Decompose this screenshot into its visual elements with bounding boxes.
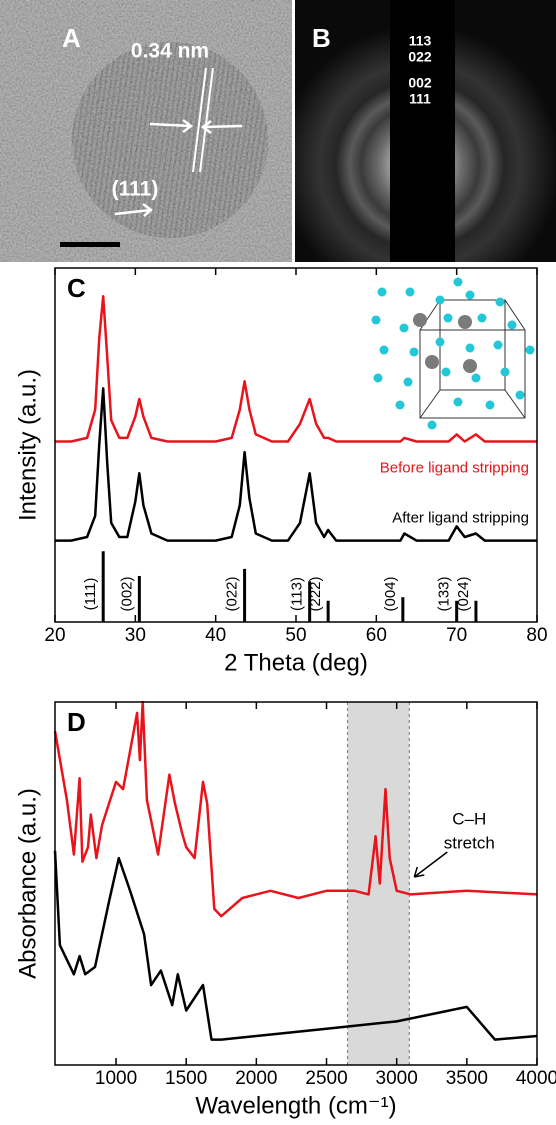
- panel-label: B: [312, 23, 331, 53]
- data-line: [55, 295, 537, 443]
- data-line: [55, 387, 537, 542]
- tem-image: A 0.34 nm (111): [0, 0, 292, 262]
- annotation: 002: [408, 75, 432, 91]
- peak-label: (133): [436, 576, 453, 611]
- annotation: 113: [409, 33, 432, 49]
- peak-label: (004): [382, 576, 399, 611]
- x-tick-label: 1000: [95, 1068, 137, 1089]
- x-tick-label: 2500: [305, 1068, 347, 1089]
- data-line: [53, 700, 538, 918]
- legend-label: After ligand stripping: [392, 510, 529, 527]
- annotation: C–H: [452, 809, 486, 828]
- x-tick-label: 4000: [516, 1068, 556, 1089]
- panel-label: D: [67, 707, 86, 737]
- panel-label: C: [67, 273, 86, 303]
- peak-label: (111): [82, 578, 99, 611]
- annotation: (111): [112, 178, 159, 201]
- annotation-arrow: [413, 851, 448, 878]
- diffraction-image: B 113 022 002 111: [295, 0, 556, 262]
- annotation: 0.34 nm: [131, 40, 209, 63]
- x-axis-title: 2 Theta (deg): [224, 649, 368, 676]
- plot-frame: [54, 701, 538, 1066]
- y-axis-title: Absorbance (a.u.): [14, 788, 41, 979]
- peak-label: (113): [289, 577, 306, 611]
- annotation: stretch: [444, 833, 495, 852]
- x-tick-label: 2000: [235, 1068, 277, 1089]
- peak-label: (024): [455, 576, 472, 611]
- x-tick-label: 50: [285, 625, 306, 646]
- x-tick-label: 60: [366, 625, 387, 646]
- legend-label: Before ligand stripping: [380, 459, 529, 476]
- peak-label: (222): [307, 576, 324, 611]
- y-axis-title: Intensity (a.u.): [14, 369, 41, 521]
- x-tick-label: 3500: [446, 1068, 488, 1089]
- annotation: 111: [409, 91, 431, 107]
- x-tick-label: 30: [125, 625, 146, 646]
- x-tick-label: 80: [526, 625, 547, 646]
- x-tick-label: 3000: [376, 1068, 418, 1089]
- crystal-inset: [371, 277, 535, 430]
- x-tick-label: 20: [44, 625, 65, 646]
- x-tick-label: 70: [446, 625, 467, 646]
- data-line: [53, 850, 538, 1041]
- panel-label: A: [62, 23, 81, 53]
- annotation: 022: [408, 49, 432, 65]
- peak-label: (022): [224, 576, 241, 611]
- peak-label: (002): [118, 576, 135, 611]
- x-tick-label: 1500: [165, 1068, 207, 1089]
- x-axis-title: Wavelength (cm⁻¹): [195, 1092, 396, 1119]
- x-tick-label: 40: [205, 625, 226, 646]
- highlight-band: [347, 702, 410, 1065]
